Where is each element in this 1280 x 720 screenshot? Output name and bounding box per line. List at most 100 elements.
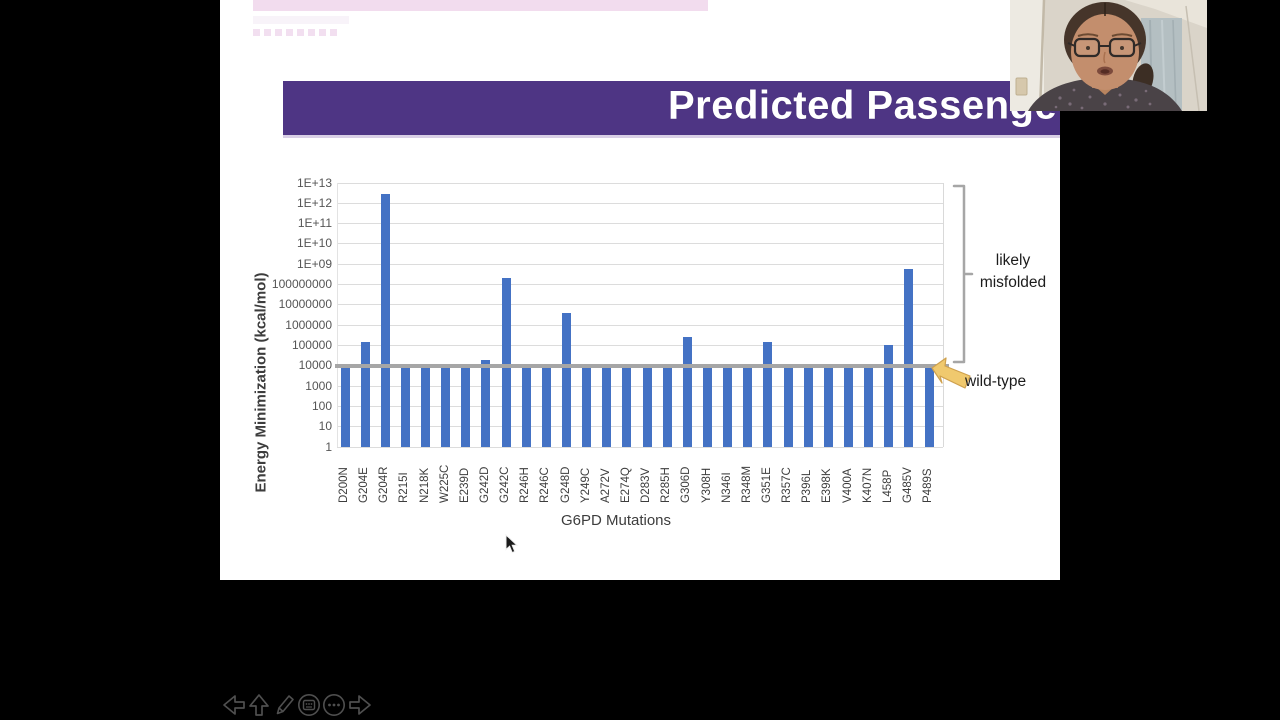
presenter-eyebrow (1111, 33, 1133, 37)
x-tick-label: R357C (781, 467, 794, 503)
previous-slide-button[interactable] (222, 693, 246, 717)
bar-R285H (662, 365, 672, 447)
x-tick-label: G306D (680, 466, 693, 503)
x-tick-label: E239D (458, 467, 471, 503)
slide-title-banner: Predicted Passenge (283, 81, 1060, 138)
webcam-curtain-fold (1172, 19, 1177, 111)
x-tick-label: Y308H (700, 467, 713, 503)
wild-type-reference-line (335, 363, 949, 368)
x-tick-label: R215I (398, 472, 411, 503)
y-tick-label: 1000 (305, 378, 332, 393)
bar-P396L (803, 365, 813, 447)
gridline (337, 344, 943, 346)
x-tick-label: R285H (660, 467, 673, 503)
x-tick-label: K407N (861, 467, 874, 503)
y-tick-label: 10000 (298, 358, 332, 373)
x-tick-label: G485V (901, 467, 914, 503)
presenter-webcam (1010, 0, 1207, 111)
bar-G242C (501, 278, 511, 447)
x-tick-label: G242C (499, 466, 512, 503)
wild-type-arrow-icon (931, 357, 971, 389)
webcam-door-frame (1038, 0, 1046, 111)
gridline (337, 426, 943, 428)
bar-W225C (441, 365, 451, 447)
gridline (337, 202, 943, 204)
webcam-wall-corner (1185, 5, 1200, 111)
bar-G204R (380, 193, 390, 447)
plot-right-border (943, 183, 944, 447)
x-tick-label: E274Q (619, 467, 632, 503)
x-tick-label: D200N (338, 467, 350, 503)
gridline (337, 263, 943, 265)
wild-type-label: wild-type (965, 373, 1027, 390)
x-tick-label: P396L (801, 469, 814, 503)
x-tick-label: G248D (559, 466, 572, 503)
bar-N218K (421, 365, 431, 447)
presenter-shirt-pattern (1054, 88, 1152, 110)
presentation-slide: Predicted Passenge 1E+13 1E+12 1E+11 1E+10 1… (220, 0, 1060, 580)
pen-tool-button[interactable] (272, 693, 296, 717)
y-tick-label: 1000000 (285, 317, 332, 332)
presenter (1028, 2, 1182, 111)
x-tick-label: G351E (760, 467, 773, 503)
bar-D283V (642, 365, 652, 447)
gridline (337, 324, 943, 326)
presenter-glasses-temples (1067, 42, 1142, 47)
x-tick-label: G242D (478, 466, 491, 503)
bracket-annotation (952, 184, 974, 364)
y-tick-label: 1E+13 (296, 175, 332, 190)
y-tick-label: 1E+09 (296, 256, 332, 271)
likely-label-line2: misfolded (979, 274, 1047, 291)
presenter-eye (1120, 46, 1124, 50)
gridline (337, 385, 943, 387)
x-tick-label: V400A (841, 468, 854, 503)
plot-left-border (337, 183, 338, 447)
likely-label-line1: likely (995, 252, 1031, 269)
y-tick-label: 100000000 (271, 277, 332, 292)
x-axis-title: G6PD Mutations (560, 512, 672, 529)
bar-V400A (844, 365, 853, 447)
bar-D200N (340, 365, 350, 447)
bar-G242D (481, 359, 491, 447)
bar-G351E (763, 341, 773, 447)
x-tick-label: N346I (720, 472, 733, 503)
webcam-video (1010, 0, 1207, 111)
presenter-eyebrow (1077, 33, 1099, 37)
presenter-eye (1086, 46, 1090, 50)
x-tick-label: R246H (519, 467, 532, 503)
up-arrow-button[interactable] (247, 693, 271, 717)
slide-faint-strip (253, 16, 349, 24)
bar-E239D (461, 365, 471, 447)
x-tick-label: D283V (640, 467, 653, 503)
y-axis-title: Energy Minimization (kcal/mol) (252, 272, 270, 493)
x-tick-label: R246C (539, 467, 552, 503)
x-tick-label: A272V (599, 468, 612, 503)
next-slide-button[interactable] (348, 693, 372, 717)
x-tick-label: P489S (922, 468, 935, 503)
y-tick-label: 100000 (291, 337, 332, 352)
bar-N346I (723, 365, 733, 447)
bar-Y249C (582, 365, 592, 447)
bar-R348M (743, 365, 753, 447)
presenter-glasses-right-lens (1108, 37, 1136, 58)
see-all-slides-button[interactable] (297, 693, 321, 717)
bar-chart-plot-area (335, 182, 949, 448)
bar-G204E (360, 341, 370, 447)
more-options-button[interactable] (322, 693, 346, 717)
x-tick-label: E398K (821, 468, 834, 503)
bar-Y308H (703, 365, 713, 447)
gridline (337, 446, 943, 448)
bar-G306D (682, 337, 692, 447)
x-tick-label: G204R (378, 466, 391, 503)
bar-E274Q (622, 365, 632, 447)
likely-misfolded-label: likely misfolded (953, 250, 1073, 294)
gridline (337, 304, 943, 306)
y-tick-label: 1E+11 (297, 216, 332, 231)
bar-G248D (562, 312, 572, 447)
bar-L458P (884, 345, 894, 447)
bar-G485V (904, 268, 914, 447)
x-tick-label: N218K (418, 467, 431, 503)
bar-P489S (924, 365, 934, 447)
gridline (337, 182, 943, 184)
